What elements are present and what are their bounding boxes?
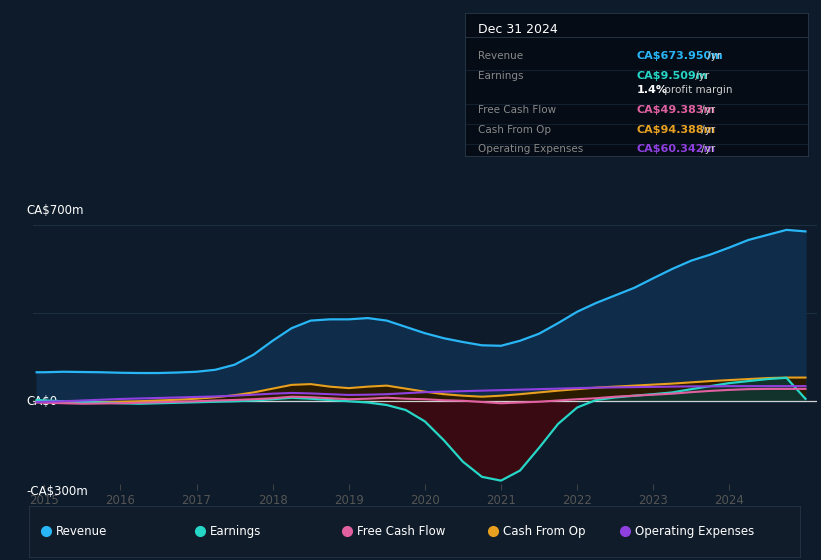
Text: CA$673.950m: CA$673.950m (636, 51, 723, 60)
Text: Revenue: Revenue (56, 525, 107, 538)
Text: CA$0: CA$0 (26, 395, 57, 408)
Text: Operating Expenses: Operating Expenses (479, 143, 584, 153)
Text: /yr: /yr (698, 143, 715, 153)
Text: Cash From Op: Cash From Op (503, 525, 586, 538)
Text: profit margin: profit margin (661, 85, 732, 95)
Text: /yr: /yr (704, 51, 722, 60)
Text: Free Cash Flow: Free Cash Flow (479, 105, 557, 115)
Text: -CA$300m: -CA$300m (26, 485, 89, 498)
Text: CA$49.383m: CA$49.383m (636, 105, 715, 115)
Text: Earnings: Earnings (479, 71, 524, 81)
Text: CA$700m: CA$700m (26, 203, 84, 217)
Text: Cash From Op: Cash From Op (479, 125, 552, 135)
Text: Earnings: Earnings (210, 525, 261, 538)
Text: Free Cash Flow: Free Cash Flow (357, 525, 445, 538)
Text: CA$94.388m: CA$94.388m (636, 125, 715, 135)
Text: Operating Expenses: Operating Expenses (635, 525, 754, 538)
Text: 1.4%: 1.4% (636, 85, 667, 95)
Text: /yr: /yr (698, 105, 715, 115)
Text: Revenue: Revenue (479, 51, 524, 60)
Text: /yr: /yr (692, 71, 709, 81)
Text: Dec 31 2024: Dec 31 2024 (479, 23, 558, 36)
Text: CA$60.342m: CA$60.342m (636, 143, 715, 153)
Text: CA$9.509m: CA$9.509m (636, 71, 708, 81)
Text: /yr: /yr (698, 125, 715, 135)
